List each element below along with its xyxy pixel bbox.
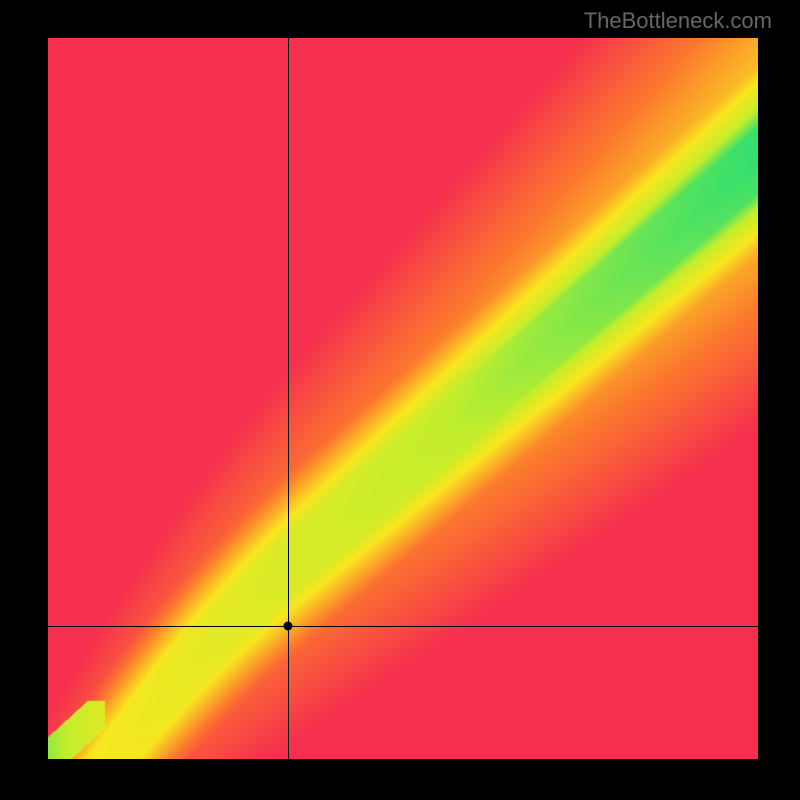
crosshair-horizontal [48, 626, 758, 627]
crosshair-vertical [288, 38, 289, 759]
chart-container: TheBottleneck.com [0, 0, 800, 800]
watermark-text: TheBottleneck.com [584, 8, 772, 34]
plot-area [48, 38, 758, 759]
data-point-marker [283, 622, 292, 631]
heatmap-canvas [48, 38, 758, 759]
